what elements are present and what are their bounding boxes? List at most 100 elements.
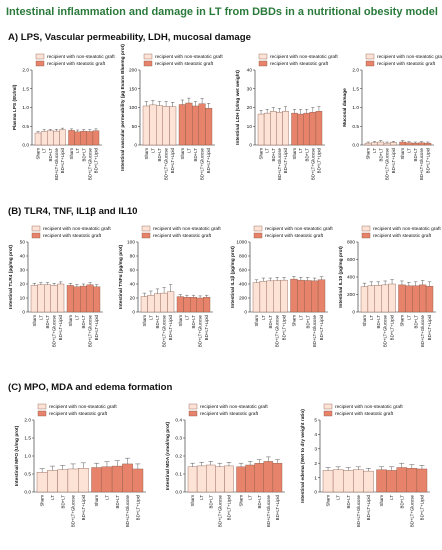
- bar: [297, 279, 305, 313]
- x-tick-label: Sham: [190, 495, 195, 507]
- legend-label: recipient with steatotic graft: [265, 233, 324, 239]
- y-tick-label: 0.0: [24, 490, 31, 496]
- legend-swatch: [143, 53, 153, 60]
- x-tick-label: Sham: [379, 495, 384, 507]
- bar: [376, 469, 387, 493]
- legend-swatch: [188, 410, 198, 417]
- bar: [280, 279, 288, 313]
- x-tick-label: BD+LT+Glucose: [164, 147, 169, 180]
- bar: [67, 468, 79, 493]
- bar: [86, 131, 94, 146]
- bar: [282, 111, 289, 146]
- bar: [37, 284, 45, 313]
- x-tick-label: LT: [75, 148, 80, 153]
- y-tick-label: 3: [314, 447, 317, 453]
- bar: [252, 282, 261, 313]
- bar: [160, 292, 168, 313]
- bar: [377, 141, 385, 146]
- y-tick-label: 20: [20, 282, 26, 288]
- x-tick-label: BD+LT: [191, 315, 196, 329]
- bar: [30, 285, 38, 313]
- bar: [367, 285, 375, 313]
- legend-label: recipient with non-steatotic graft: [373, 226, 441, 232]
- bar: [140, 296, 148, 313]
- y-tick-label: 10: [20, 296, 26, 302]
- x-tick-label: LT: [74, 315, 79, 320]
- y-tick-label: 20: [247, 105, 253, 111]
- bar: [343, 470, 354, 493]
- x-tick-label: Sham: [400, 148, 405, 160]
- legend-label: recipient with non-steatotic graft: [49, 404, 117, 410]
- y-tick-label: 2.0: [352, 68, 359, 74]
- bar: [153, 293, 161, 313]
- bar: [68, 130, 75, 146]
- y-tick-label: 50: [132, 124, 138, 130]
- x-tick-label: BD+LT: [268, 315, 273, 329]
- bar: [73, 286, 81, 313]
- x-tick-label: BD+LT+Lipid: [390, 314, 395, 340]
- bar: [167, 291, 175, 313]
- x-tick-label: Sham: [254, 315, 259, 327]
- y-tick-label: 1.5: [24, 436, 31, 442]
- section-title-a: A) LPS, Vascular permeability, LDH, muco…: [8, 32, 251, 43]
- legend-label: recipient with non-steatotic graft: [155, 54, 223, 60]
- legend-label: recipient with non-steatotic graft: [335, 404, 403, 410]
- bar: [273, 280, 281, 313]
- bar: [162, 106, 170, 146]
- y-axis-label: Plasma LPS (EU/ml): [12, 84, 18, 130]
- legend-swatch: [365, 53, 375, 60]
- y-tick-label: 0.1: [175, 472, 182, 478]
- bar: [245, 464, 255, 493]
- legend-label: recipient with steatotic graft: [200, 411, 259, 417]
- y-tick-label: 0: [314, 490, 317, 496]
- x-tick-label: BD+LT: [304, 148, 309, 162]
- bar: [203, 297, 211, 313]
- bar: [371, 142, 378, 146]
- legend-swatch: [35, 60, 45, 67]
- bar: [91, 467, 103, 493]
- x-tick-label: BD+LT+Glucose: [420, 314, 425, 347]
- bar: [101, 466, 113, 493]
- legend-label: recipient with non-steatotic graft: [270, 54, 338, 60]
- bar: [419, 284, 427, 313]
- y-tick-label: 10: [247, 124, 253, 130]
- page-title: Intestinal inflammation and damage in LT…: [6, 6, 438, 18]
- y-tick-label: 2.0: [24, 418, 31, 424]
- y-tick-label: 1.0: [24, 454, 31, 460]
- bar: [155, 105, 163, 146]
- x-tick-label: Sham: [40, 495, 45, 507]
- legend-label: recipient with steatotic graft: [270, 61, 329, 67]
- bar: [390, 142, 397, 146]
- legend-swatch: [31, 232, 41, 239]
- bar: [411, 142, 419, 146]
- legend-swatch: [31, 225, 41, 232]
- x-tick-label: BD+LT+Glucose: [356, 494, 361, 527]
- x-tick-label: BD+LT: [81, 315, 86, 329]
- bar: [47, 130, 54, 146]
- bar: [34, 132, 42, 146]
- bar: [47, 470, 58, 493]
- x-tick-label: BD+LT+Glucose: [312, 314, 317, 347]
- bar: [399, 141, 407, 146]
- x-tick-label: LT: [336, 495, 341, 500]
- x-tick-label: LT: [298, 315, 303, 320]
- x-tick-label: BD+LT+Glucose: [310, 147, 315, 180]
- bar: [291, 112, 298, 146]
- bar: [40, 131, 48, 146]
- y-axis-label: Intestinal IL1β (pg/mg prot): [230, 246, 236, 308]
- legend-swatch: [361, 225, 371, 232]
- bar: [77, 468, 89, 493]
- y-tick-label: 20: [130, 296, 136, 302]
- y-tick-label: 2.0: [22, 68, 29, 74]
- bar: [266, 280, 274, 313]
- x-tick-label: BD+LT: [208, 495, 213, 509]
- bar: [315, 111, 323, 146]
- x-tick-label: BD+LT: [45, 315, 50, 329]
- x-tick-label: BD+LT: [155, 315, 160, 329]
- y-tick-label: 0.0: [175, 490, 182, 496]
- legend-swatch: [35, 53, 45, 60]
- legend-swatch: [253, 225, 263, 232]
- y-tick-label: 60: [130, 268, 136, 274]
- y-axis-label: Intestinal LDH (U/mg wet weight): [235, 70, 241, 145]
